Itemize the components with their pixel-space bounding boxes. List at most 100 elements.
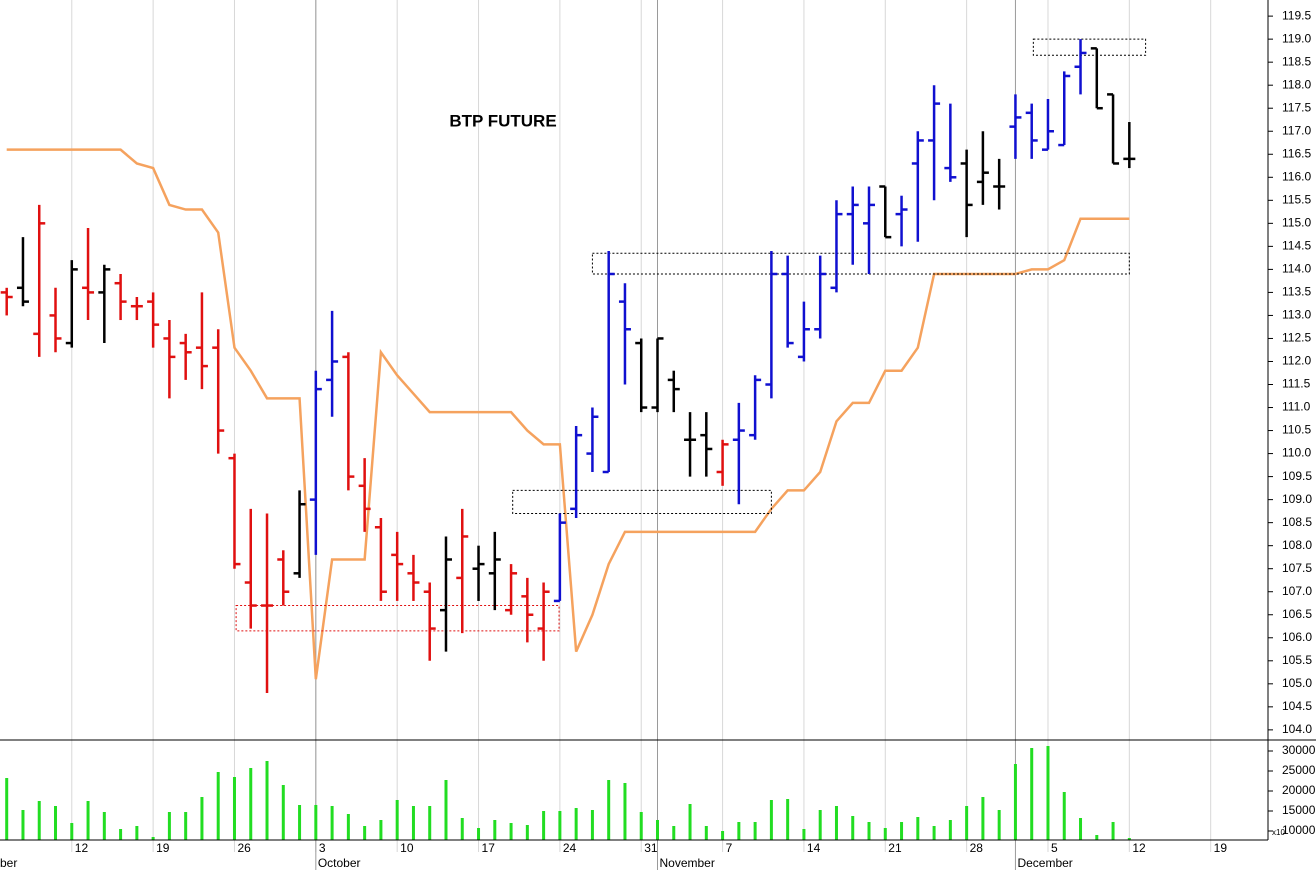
volume-bar (656, 820, 659, 840)
volume-bar (769, 800, 773, 840)
y-tick-label: 118.5 (1282, 54, 1311, 68)
volume-bar (509, 823, 513, 840)
volume-bar (21, 810, 25, 840)
volume-bar (395, 800, 399, 840)
x-tick-label: 12 (1132, 841, 1146, 855)
x-tick-label: 5 (1051, 841, 1058, 855)
y2-tick-label: 25000 (1282, 763, 1316, 777)
x-tick-label: 24 (563, 841, 577, 855)
volume-bar (5, 778, 9, 840)
month-label: December (1017, 856, 1072, 870)
y-tick-label: 115.5 (1282, 192, 1311, 206)
y-tick-label: 104.5 (1282, 699, 1312, 713)
volume-bar (265, 761, 269, 840)
y-tick-label: 109.5 (1282, 469, 1312, 483)
zone-box (591, 252, 1130, 275)
volume-bar (574, 808, 578, 840)
volume-bar (346, 814, 350, 840)
volume-bar (102, 812, 106, 840)
zone-box (235, 605, 560, 632)
volume-bar (216, 772, 220, 840)
y-tick-label: 104.0 (1282, 722, 1312, 736)
x-tick-label: 14 (807, 841, 821, 855)
x-tick-label: 31 (644, 841, 658, 855)
volume-bar (37, 801, 41, 840)
volume-bar (948, 820, 952, 840)
x-tick-label: 17 (482, 841, 496, 855)
volume-bar (184, 812, 188, 840)
volume-bar (607, 780, 611, 840)
y-tick-label: 108.5 (1282, 515, 1312, 529)
volume-bar (54, 806, 58, 840)
volume-bar (151, 837, 155, 840)
marks (0, 38, 1147, 840)
zone-box (512, 489, 772, 514)
volume-bar (379, 820, 383, 840)
y-tick-label: 115.0 (1282, 216, 1311, 230)
volume-bar (1030, 748, 1034, 840)
volume-bar (1111, 822, 1115, 840)
month-label: ber (0, 856, 17, 870)
volume-bar (688, 804, 692, 840)
volume-bar (704, 826, 708, 840)
volume-bar (818, 810, 822, 840)
volume-bar (672, 826, 676, 840)
y-tick-label: 105.0 (1282, 676, 1312, 690)
y-tick-label: 117.5 (1282, 100, 1311, 114)
x-tick-label: 26 (237, 841, 251, 855)
month-label: November (660, 856, 715, 870)
y2-tick-label: 10000 (1282, 823, 1316, 837)
volume-bar (753, 822, 757, 840)
volume-bar (281, 785, 285, 840)
volume-bar (965, 806, 969, 840)
volume-bar (298, 805, 302, 840)
y-tick-label: 105.5 (1282, 653, 1312, 667)
y-tick-label: 108.0 (1282, 538, 1312, 552)
y-tick-label: 118.0 (1282, 77, 1311, 91)
y-tick-label: 114.5 (1282, 239, 1311, 253)
volume-bar (444, 780, 448, 840)
y-tick-label: 106.5 (1282, 607, 1312, 621)
y-tick-label: 116.5 (1282, 146, 1311, 160)
chart-title: BTP FUTURE (449, 111, 556, 130)
volume-bar (834, 806, 838, 840)
x-tick-label: 21 (888, 841, 902, 855)
volume-bar (477, 828, 481, 840)
y-tick-label: 114.0 (1282, 262, 1311, 276)
volume-bar (916, 817, 920, 840)
x-tick-label: 3 (319, 841, 326, 855)
x-tick-label: 19 (156, 841, 170, 855)
y-tick-label: 110.0 (1282, 446, 1311, 460)
x-tick-label: 7 (726, 841, 733, 855)
volume-bar (1095, 835, 1099, 840)
volume-bar (428, 806, 432, 840)
volume-bar (330, 806, 334, 840)
volume-bar (802, 829, 806, 840)
volume-bar (135, 826, 139, 840)
volume-bar (997, 810, 1001, 840)
volume-bar (460, 818, 464, 840)
y-tick-label: 111.5 (1282, 377, 1311, 391)
volume-bar (411, 806, 415, 840)
x-tick-label: 28 (970, 841, 984, 855)
y-tick-label: 111.0 (1282, 400, 1311, 414)
y-tick-label: 112.5 (1282, 331, 1311, 345)
volume-bar (86, 801, 90, 840)
y-tick-label: 119.5 (1282, 8, 1311, 22)
x-tick-label: 19 (1214, 841, 1228, 855)
y-tick-label: 117.0 (1282, 123, 1311, 137)
volume-bar (1062, 792, 1066, 840)
y-tick-label: 113.5 (1282, 285, 1311, 299)
volume-bar (737, 822, 741, 840)
volume-bar (1127, 838, 1131, 840)
volume-bar (932, 826, 936, 840)
y-tick-label: 106.0 (1282, 630, 1312, 644)
volume-bar (1046, 746, 1050, 840)
y-tick-label: 119.0 (1282, 31, 1311, 45)
volume-bar (639, 812, 643, 840)
y-tick-label: 110.5 (1282, 423, 1311, 437)
volume-bar (232, 777, 236, 840)
volume-bar (493, 820, 497, 840)
y-tick-label: 109.0 (1282, 492, 1312, 506)
y-tick-label: 113.0 (1282, 308, 1311, 322)
